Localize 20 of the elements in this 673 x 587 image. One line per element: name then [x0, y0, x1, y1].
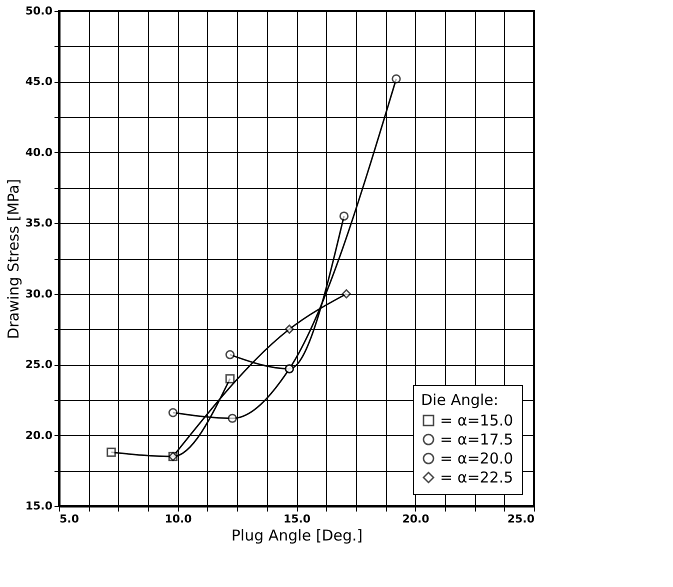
y-tick-label: 35.0 — [25, 216, 53, 230]
y-tick-label: 40.0 — [25, 146, 53, 159]
y-tick-label: 15.0 — [25, 500, 53, 512]
y-axis-title: Drawing Stress [MPa] — [4, 178, 22, 340]
y-tick-label: 25.0 — [25, 358, 53, 372]
x-axis-title: Plug Angle [Deg.] — [231, 526, 363, 544]
y-tick-label: 30.0 — [25, 287, 53, 300]
y-tick-label: 50.0 — [25, 4, 53, 18]
y-tick-label: 45.0 — [25, 75, 53, 88]
legend-label: = α=22.5 — [440, 468, 514, 486]
y-tick-label: 20.0 — [25, 428, 53, 442]
legend-title: Die Angle: — [421, 391, 498, 409]
legend-label: = α=17.5 — [440, 430, 514, 448]
legend-label: = α=20.0 — [440, 450, 514, 468]
x-tick-label: 10.0 — [164, 512, 192, 526]
x-tick-label: 25.0 — [507, 512, 535, 526]
legend-label: = α=15.0 — [440, 412, 514, 430]
x-tick-label: 15.0 — [283, 512, 311, 526]
x-tick-label: 20.0 — [402, 512, 430, 526]
x-tick-label: 5.0 — [60, 512, 80, 526]
